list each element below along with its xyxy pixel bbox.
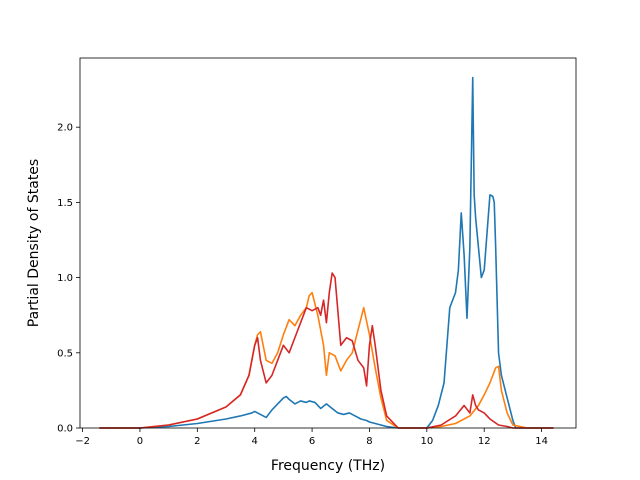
x-tick-label: 10 [420,436,433,447]
y-tick-label: 0.0 [57,424,73,435]
y-tick-label: 1.0 [57,273,73,284]
y-axis-label: Partial Density of States [26,159,42,327]
x-tick-label: −2 [75,436,90,447]
x-tick-label: 0 [137,436,143,447]
y-tick-label: 0.5 [57,348,73,359]
x-tick-label: 8 [366,436,372,447]
x-tick-label: 4 [252,436,258,447]
y-tick-label: 2.0 [57,123,73,134]
x-axis-label: Frequency (THz) [271,458,385,474]
x-tick-label: 6 [309,436,315,447]
y-tick-label: 1.5 [57,198,73,209]
x-tick-label: 2 [194,436,200,447]
x-tick-label: 14 [535,436,548,447]
x-tick-label: 12 [478,436,491,447]
